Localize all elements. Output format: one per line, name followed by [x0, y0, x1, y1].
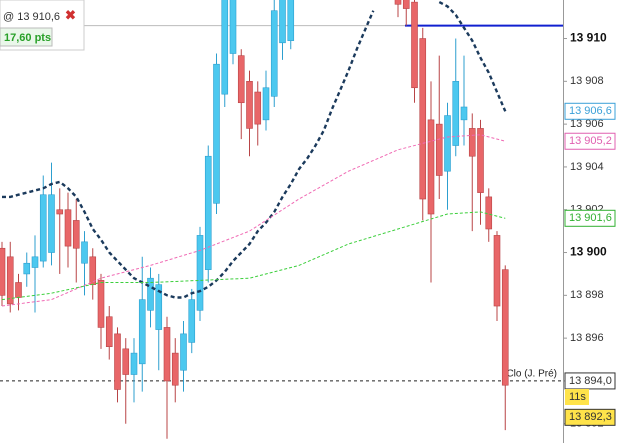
- candle-body: [279, 0, 286, 44]
- price-tag: [564, 372, 616, 390]
- price-tag-label: 13 906,6: [569, 105, 612, 117]
- candle-body: [122, 348, 130, 375]
- candle-body: [419, 38, 427, 200]
- candle-body: [39, 194, 47, 262]
- candle-body: [452, 81, 460, 146]
- plot-area: Clo (J. Pré): [0, 0, 563, 439]
- y-tick-label: 13 906: [570, 118, 604, 130]
- candle-body: [138, 299, 146, 365]
- candle-body: [213, 63, 220, 204]
- cancel-order[interactable]: ✖: [65, 7, 76, 22]
- candle-body: [287, 0, 295, 41]
- price-tag-label: 13 894,0: [569, 375, 612, 387]
- candle-body: [204, 155, 212, 270]
- y-tick-label: 13 908: [570, 75, 604, 87]
- reference-label: Clo (J. Pré): [506, 369, 557, 380]
- candle-body: [15, 282, 22, 298]
- candle-body: [72, 220, 80, 249]
- candle-body: [163, 327, 171, 382]
- candle-body: [460, 106, 468, 121]
- y-tick-label: 13 904: [570, 161, 604, 173]
- price-tag: [564, 102, 616, 120]
- candle-body: [155, 284, 163, 330]
- candle-body: [402, 0, 410, 9]
- candle-body: [171, 352, 179, 386]
- candle-body: [270, 10, 278, 97]
- price-tag-label: 13 892,3: [569, 411, 612, 423]
- order-distance: 17,60 pts: [4, 32, 51, 44]
- y-tick-label: 13 898: [570, 289, 604, 301]
- y-tick-label: 13 910: [570, 31, 607, 45]
- y-tick-label: 13 900: [570, 245, 607, 259]
- candle-body: [6, 256, 14, 305]
- indicator-line: [1, 211, 506, 301]
- candle-body: [501, 269, 509, 386]
- candle-body: [23, 262, 31, 275]
- indicator-line: [2, 1, 507, 299]
- candle-body: [0, 247, 6, 296]
- candle-body: [493, 235, 501, 307]
- price-tag: [564, 132, 616, 150]
- candle-body: [254, 91, 262, 125]
- candle-body: [105, 316, 113, 347]
- candle-body: [237, 55, 245, 104]
- order-label: @ 13 910,6: [3, 11, 60, 23]
- price-tag-label: 13 905,2: [569, 135, 612, 147]
- indicator-line: [1, 134, 506, 307]
- candle-body: [97, 280, 105, 328]
- candle-body: [188, 299, 196, 343]
- candle-body: [221, 0, 229, 95]
- candle-body: [196, 235, 204, 311]
- price-tag: [564, 209, 616, 227]
- candle-body: [180, 333, 187, 371]
- candle-body: [147, 277, 154, 311]
- candle-body: [427, 119, 435, 215]
- candle-body: [81, 241, 88, 264]
- candle-body: [246, 81, 253, 129]
- price-tag-label: 13 901,6: [569, 212, 612, 224]
- distance-box: [0, 27, 53, 47]
- candle-body: [394, 0, 402, 5]
- candle-body: [114, 333, 121, 390]
- price-tag: [564, 408, 616, 426]
- order-box: @ 13 910,6 ✖ 17,60 pts: [0, 0, 85, 51]
- candle-body: [444, 115, 451, 172]
- candle-body: [468, 128, 476, 157]
- candle-body: [56, 209, 64, 215]
- candle-body: [64, 209, 72, 247]
- candle-body: [48, 194, 55, 253]
- timer: 11s: [569, 391, 586, 403]
- candle-body: [229, 0, 237, 54]
- candle-body: [130, 352, 138, 375]
- candle-body: [485, 196, 493, 230]
- timer-box: [565, 389, 589, 405]
- candle-body: [31, 256, 39, 268]
- candle-body: [262, 87, 270, 121]
- y-tick-label: 13 896: [570, 332, 604, 344]
- candle-body: [435, 123, 443, 176]
- candle-body: [411, 1, 418, 89]
- candle-body: [477, 128, 484, 193]
